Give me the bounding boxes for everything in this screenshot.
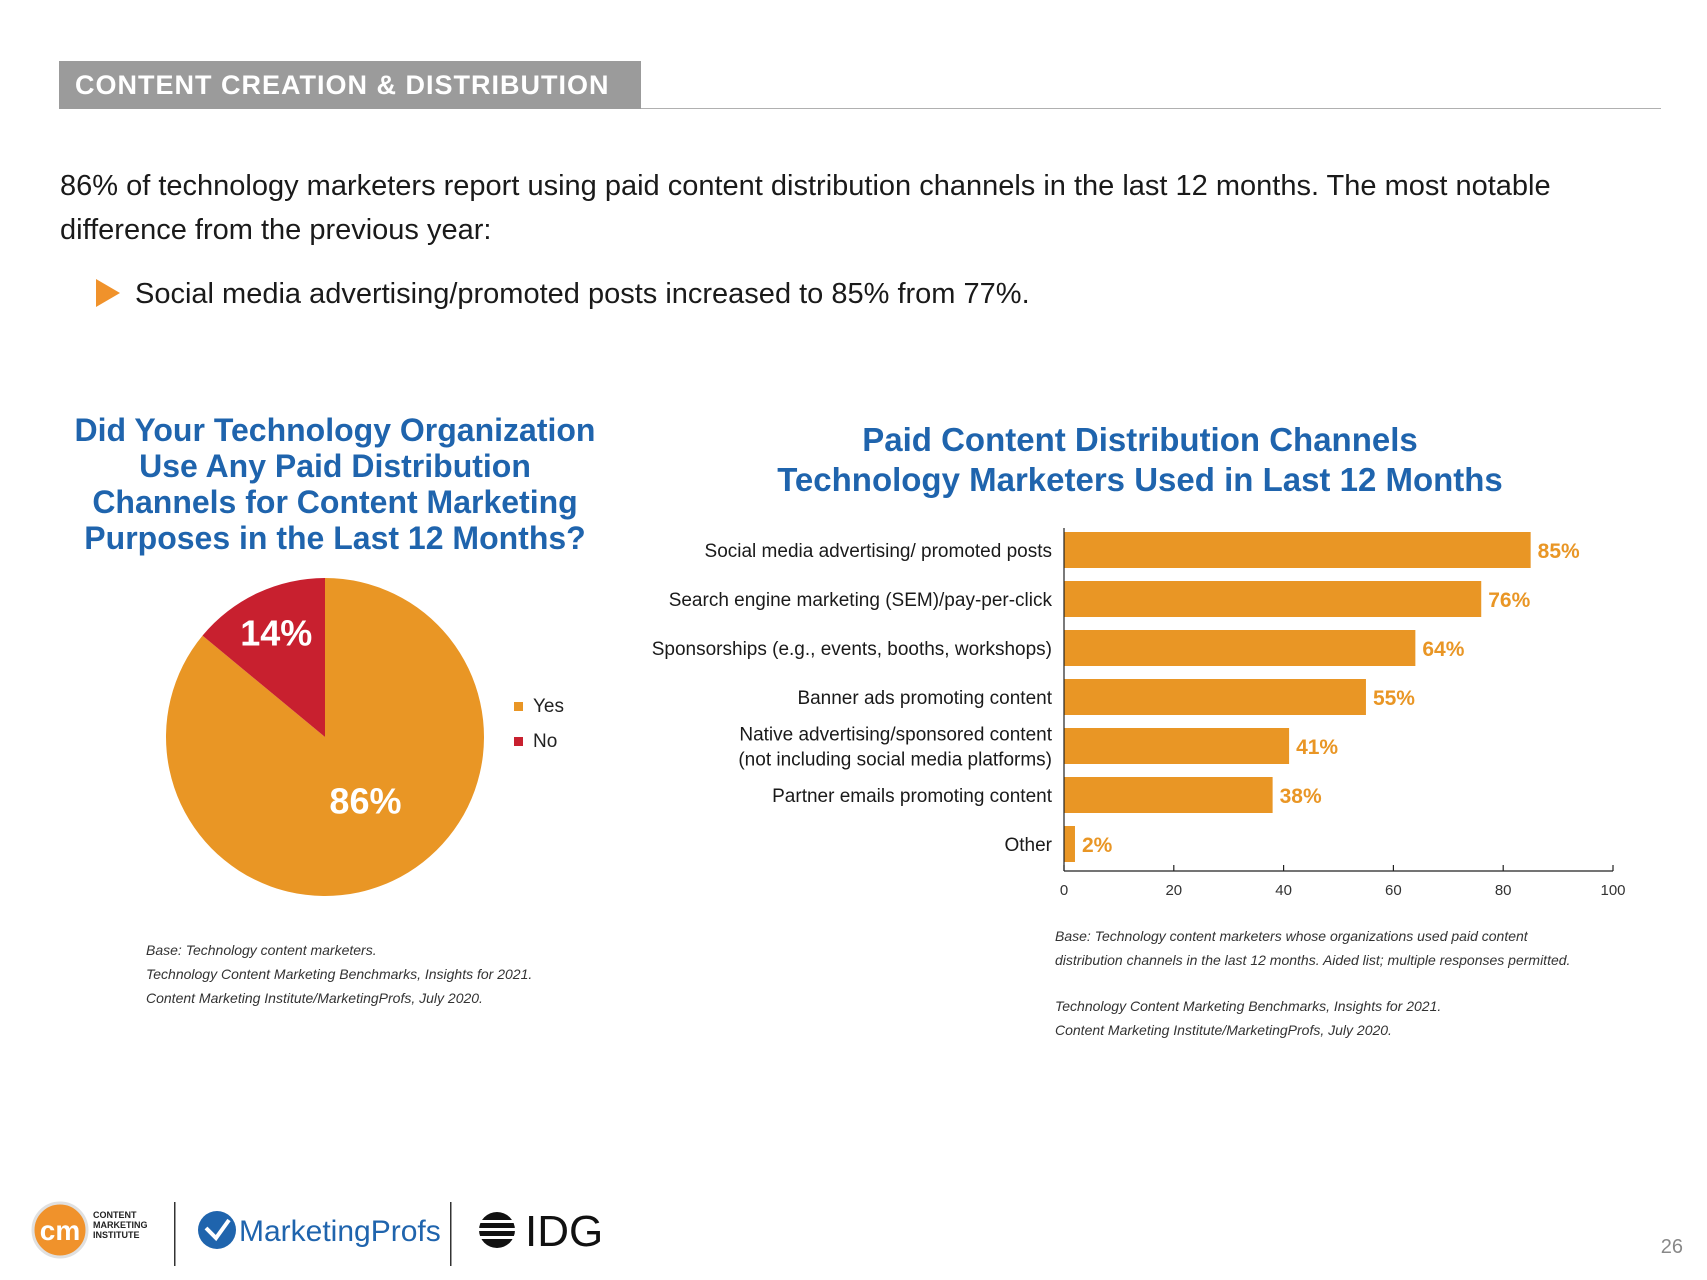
pie-slice-yes — [165, 578, 484, 896]
bar — [1064, 679, 1366, 715]
bar-value-label: 64% — [1422, 638, 1464, 661]
idg-logo: IDG — [472, 1207, 603, 1256]
section-header: CONTENT CREATION & DISTRIBUTION — [59, 61, 641, 109]
pie-slice-label: 14% — [240, 612, 312, 653]
footer-divider — [174, 1202, 176, 1266]
bar-title-line: Technology Marketers Used in Last 12 Mon… — [777, 461, 1503, 498]
pie-title-line: Purposes in the Last 12 Months? — [84, 520, 586, 556]
bar-category-label: Partner emails promoting content — [772, 786, 1053, 807]
bar-citation-line: Technology Content Marketing Benchmarks,… — [1055, 998, 1442, 1014]
bar — [1064, 630, 1416, 666]
bar-value-label: 2% — [1082, 834, 1113, 857]
pie-title-line: Channels for Content Marketing — [92, 484, 578, 520]
bar — [1064, 581, 1482, 617]
bar-category-label: Other — [1004, 835, 1052, 856]
x-tick-label: 100 — [1600, 882, 1625, 899]
bar-value-label: 38% — [1280, 785, 1322, 808]
bar-citation-note: Technology Content Marketing Benchmarks,… — [1055, 994, 1441, 1042]
cmi-logo: cm CONTENT MARKETING INSTITUTE — [31, 1201, 148, 1259]
bar-title-line: Paid Content Distribution Channels — [862, 421, 1418, 458]
pie-title-line: Did Your Technology Organization — [74, 412, 596, 448]
bar-citation-line: Content Marketing Institute/MarketingPro… — [1055, 1022, 1392, 1038]
intro-paragraph: 86% of technology marketers report using… — [60, 170, 1551, 246]
pie-legend-swatch — [514, 737, 523, 746]
bar-source-note: Base: Technology content marketers whose… — [1055, 924, 1570, 972]
pie-source-line: Technology Content Marketing Benchmarks,… — [146, 966, 533, 982]
idg-logo-text: IDG — [525, 1207, 603, 1256]
pie-source-line: Content Marketing Institute/MarketingPro… — [146, 990, 483, 1006]
pie-source-note: Base: Technology content marketers. Tech… — [146, 938, 532, 1010]
pie-slice-no — [202, 578, 325, 737]
bar-value-label: 55% — [1373, 687, 1415, 710]
intro-bullet: Social media advertising/promoted posts … — [135, 278, 1030, 310]
pie-legend-label: Yes — [533, 696, 564, 717]
bar-category-label: Social media advertising/ promoted posts — [705, 541, 1052, 562]
x-tick-label: 0 — [1060, 882, 1068, 899]
bar-value-label: 76% — [1488, 589, 1530, 612]
bar-category-label: Sponsorships (e.g., events, booths, work… — [652, 639, 1052, 660]
footer-divider — [450, 1202, 452, 1266]
bar-value-label: 41% — [1296, 736, 1338, 759]
pie-chart: 86% 14% Yes No — [165, 578, 564, 896]
x-tick-label: 80 — [1495, 882, 1512, 899]
bar-chart-title: Paid Content Distribution Channels Techn… — [700, 420, 1580, 500]
cmi-logo-text: INSTITUTE — [93, 1230, 140, 1240]
x-tick-label: 60 — [1385, 882, 1402, 899]
bar — [1064, 826, 1075, 862]
bar-category-label: Search engine marketing (SEM)/pay-per-cl… — [669, 590, 1053, 611]
bar-value-label: 85% — [1538, 540, 1580, 563]
bullet-arrow-icon — [96, 279, 120, 307]
marketingprofs-logo: MarketingProfs — [198, 1211, 441, 1249]
section-divider — [641, 108, 1661, 109]
footer-logos: cm CONTENT MARKETING INSTITUTE Marketing… — [31, 1201, 603, 1266]
cmi-logo-text: CONTENT — [93, 1210, 137, 1220]
pie-chart-title: Did Your Technology Organization Use Any… — [70, 412, 600, 556]
bar-source-line: Base: Technology content marketers whose… — [1055, 928, 1528, 944]
pie-title-line: Use Any Paid Distribution — [139, 448, 531, 484]
x-tick-label: 20 — [1165, 882, 1182, 899]
bar-category-label: Banner ads promoting content — [797, 688, 1052, 709]
bar-category-label: Native advertising/sponsored content — [739, 725, 1052, 746]
cmi-logo-text: MARKETING — [93, 1220, 148, 1230]
bar-source-line: distribution channels in the last 12 mon… — [1055, 952, 1571, 968]
marketingprofs-logo-text: MarketingProfs — [239, 1215, 441, 1248]
bar — [1064, 777, 1273, 813]
pie-legend-swatch — [514, 702, 523, 711]
pie-slice-label: 86% — [329, 781, 401, 822]
pie-legend-label: No — [533, 731, 557, 752]
bar — [1064, 728, 1290, 764]
bar-chart: 85% Social media advertising/ promoted po… — [652, 528, 1626, 899]
x-tick-label: 40 — [1275, 882, 1292, 899]
pie-source-line: Base: Technology content marketers. — [146, 942, 377, 958]
page-number: 26 — [1660, 1236, 1683, 1258]
bar — [1064, 532, 1531, 568]
cmi-logo-mark: cm — [40, 1215, 80, 1246]
bar-category-label: (not including social media platforms) — [738, 750, 1052, 771]
